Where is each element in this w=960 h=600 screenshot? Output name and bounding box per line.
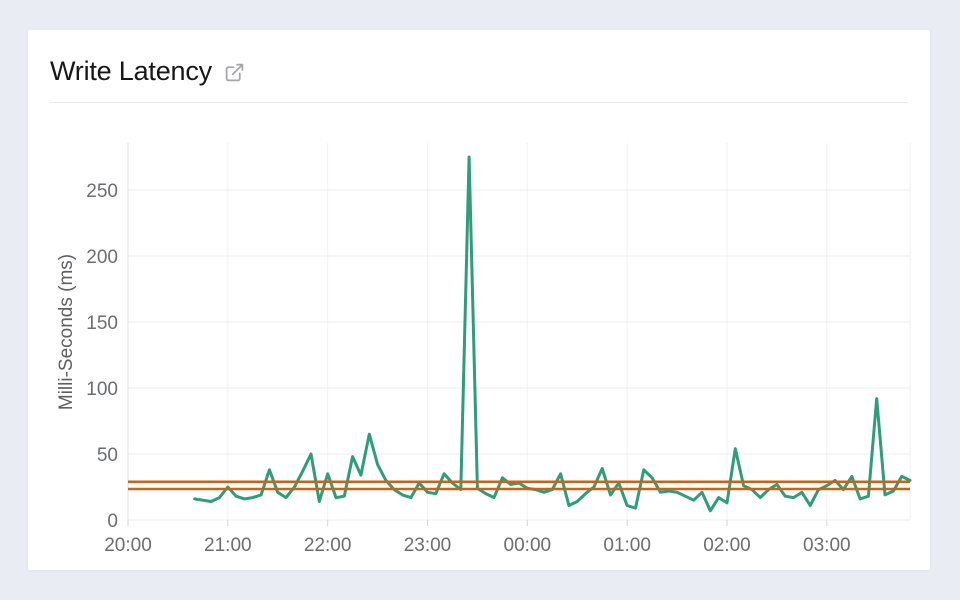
y-tick-label: 150 bbox=[86, 313, 118, 334]
x-tick-label: 22:00 bbox=[304, 535, 352, 556]
y-tick-label: 100 bbox=[86, 379, 118, 400]
write-latency-panel: Write Latency 0 50 100 150 200 250 20:00 21:00 2… bbox=[28, 30, 930, 570]
x-tick-label: 23:00 bbox=[404, 535, 452, 556]
x-tick-label: 02:00 bbox=[703, 535, 751, 556]
chart-area: 0 50 100 150 200 250 20:00 21:00 22:00 23:00 00:00… bbox=[28, 110, 930, 570]
latency-series-line bbox=[193, 155, 912, 513]
y-tick-label: 0 bbox=[107, 511, 118, 532]
x-tick-label: 20:00 bbox=[104, 535, 152, 556]
header-divider bbox=[50, 102, 908, 103]
y-tick-label: 50 bbox=[97, 445, 118, 466]
external-link-icon[interactable] bbox=[224, 62, 245, 83]
y-tick-label: 200 bbox=[86, 247, 118, 268]
y-tick-label: 250 bbox=[86, 181, 118, 202]
panel-header: Write Latency bbox=[28, 30, 930, 88]
x-tick-label: 03:00 bbox=[803, 535, 851, 556]
latency-chart[interactable]: 0 50 100 150 200 250 20:00 21:00 22:00 23:00 00:00… bbox=[28, 110, 930, 570]
x-tick-label: 01:00 bbox=[603, 535, 651, 556]
page-title: Write Latency bbox=[50, 56, 212, 86]
x-tick-label: 00:00 bbox=[504, 535, 552, 556]
x-tick-label: 21:00 bbox=[204, 535, 252, 556]
y-axis-title: Milli-Seconds (ms) bbox=[56, 254, 77, 410]
